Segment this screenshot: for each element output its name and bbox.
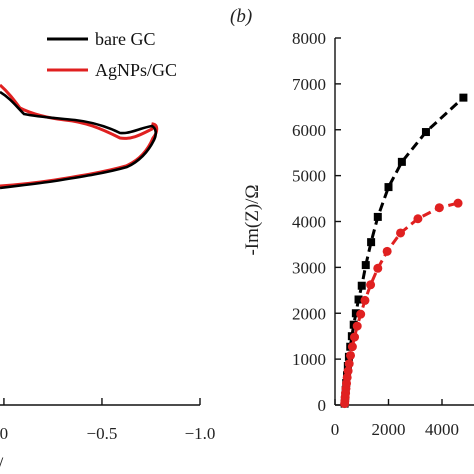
legend: bare GC AgNPs/GC — [47, 29, 177, 80]
data-point-agnps-gc — [453, 198, 463, 208]
data-point-agnps-gc — [343, 366, 353, 376]
panel-b-x-ticks: 0 2000 4000 — [331, 399, 459, 439]
panel-b-y-tick-label: 2000 — [292, 304, 326, 323]
data-point-agnps-gc — [434, 203, 444, 213]
panel-a-axis-title-fragment: / — [0, 454, 4, 474]
series-agnps-gc — [340, 198, 463, 409]
panel-b-label: (b) — [230, 6, 252, 27]
panel-a-x-tick-label: 0 — [0, 424, 8, 443]
panel-a-x-ticks: 0 −0.5 −1.0 — [0, 398, 215, 443]
panel-b-y-axis-title: -Im(Z)/Ω — [242, 184, 263, 255]
panel-b-x-tick-label: 0 — [331, 420, 340, 439]
data-point-bare-gc — [354, 295, 363, 304]
legend-item-agnps-gc: AgNPs/GC — [47, 60, 177, 80]
panel-b-y-tick-label: 7000 — [292, 75, 326, 94]
cv-curve-bare-gc — [0, 90, 158, 190]
series-line-bare-gc — [343, 96, 465, 404]
panel-b-y-tick-label: 5000 — [292, 167, 326, 186]
data-point-bare-gc — [397, 157, 406, 166]
series-bare-gc — [340, 93, 468, 408]
data-point-agnps-gc — [413, 214, 423, 224]
panel-a-x-tick-label: −0.5 — [87, 424, 118, 443]
data-point-bare-gc — [351, 309, 360, 318]
data-point-agnps-gc — [350, 332, 360, 342]
legend-item-bare-gc: bare GC — [47, 29, 155, 49]
panel-a-x-tick-label: −1.0 — [185, 424, 216, 443]
data-point-agnps-gc — [346, 350, 356, 360]
cv-curve-agnps-gc — [0, 83, 159, 188]
data-point-agnps-gc — [366, 280, 376, 290]
legend-label-bare-gc: bare GC — [95, 29, 155, 49]
data-point-bare-gc — [357, 281, 366, 290]
panel-b-y-tick-label: 6000 — [292, 121, 326, 140]
data-point-agnps-gc — [373, 263, 383, 273]
panel-b-y-ticks: 0 1000 2000 3000 4000 5000 6000 7000 8000 — [292, 29, 341, 415]
data-point-bare-gc — [421, 128, 430, 137]
panel-b-y-tick-label: 4000 — [292, 213, 326, 232]
panel-b-y-tick-label: 1000 — [292, 350, 326, 369]
data-point-agnps-gc — [396, 228, 406, 238]
panel-b-x-tick-label: 2000 — [372, 420, 406, 439]
panel-b: (b) -Im(Z)/Ω 0 1000 2000 3000 4000 5000 6000 70… — [230, 6, 474, 439]
panel-b-y-tick-label: 8000 — [292, 29, 326, 48]
panel-b-series — [340, 93, 468, 409]
data-point-agnps-gc — [344, 359, 354, 369]
data-point-agnps-gc — [360, 295, 370, 305]
panel-b-y-tick-label: 0 — [318, 396, 327, 415]
data-point-agnps-gc — [347, 342, 357, 352]
data-point-agnps-gc — [356, 309, 366, 319]
data-point-bare-gc — [373, 212, 382, 221]
panel-b-x-tick-label: 4000 — [425, 420, 459, 439]
legend-label-agnps-gc: AgNPs/GC — [95, 60, 177, 80]
data-point-bare-gc — [384, 183, 393, 192]
data-point-bare-gc — [361, 261, 370, 270]
data-point-bare-gc — [459, 93, 468, 102]
data-point-agnps-gc — [352, 321, 362, 331]
data-point-agnps-gc — [382, 246, 392, 256]
data-point-bare-gc — [367, 238, 376, 247]
series-line-agnps-gc — [343, 201, 459, 404]
panel-a: 0 −0.5 −1.0 bare GC AgNPs/GC / — [0, 29, 215, 474]
panel-b-y-tick-label: 3000 — [292, 258, 326, 277]
